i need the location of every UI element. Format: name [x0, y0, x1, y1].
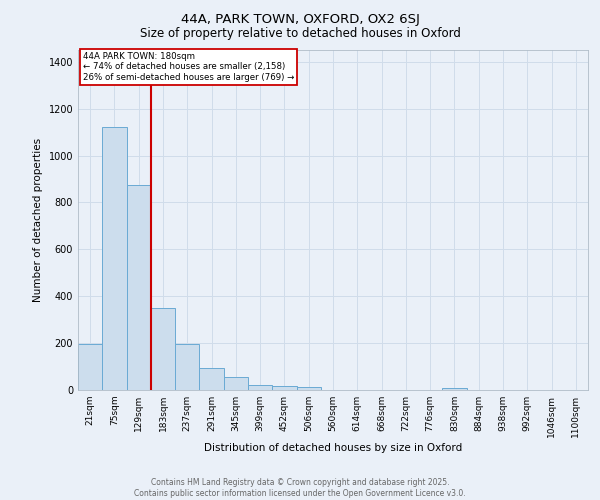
Bar — [78, 344, 102, 390]
Text: Contains HM Land Registry data © Crown copyright and database right 2025.
Contai: Contains HM Land Registry data © Crown c… — [134, 478, 466, 498]
Bar — [442, 388, 467, 390]
X-axis label: Distribution of detached houses by size in Oxford: Distribution of detached houses by size … — [204, 442, 462, 452]
Bar — [272, 386, 296, 390]
Bar — [248, 386, 272, 390]
Text: 44A PARK TOWN: 180sqm
← 74% of detached houses are smaller (2,158)
26% of semi-d: 44A PARK TOWN: 180sqm ← 74% of detached … — [83, 52, 295, 82]
Bar — [175, 344, 199, 390]
Text: Size of property relative to detached houses in Oxford: Size of property relative to detached ho… — [140, 28, 460, 40]
Bar — [151, 308, 175, 390]
Y-axis label: Number of detached properties: Number of detached properties — [33, 138, 43, 302]
Bar — [199, 368, 224, 390]
Text: 44A, PARK TOWN, OXFORD, OX2 6SJ: 44A, PARK TOWN, OXFORD, OX2 6SJ — [181, 12, 419, 26]
Bar — [102, 128, 127, 390]
Bar — [127, 185, 151, 390]
Bar — [224, 377, 248, 390]
Bar — [296, 387, 321, 390]
